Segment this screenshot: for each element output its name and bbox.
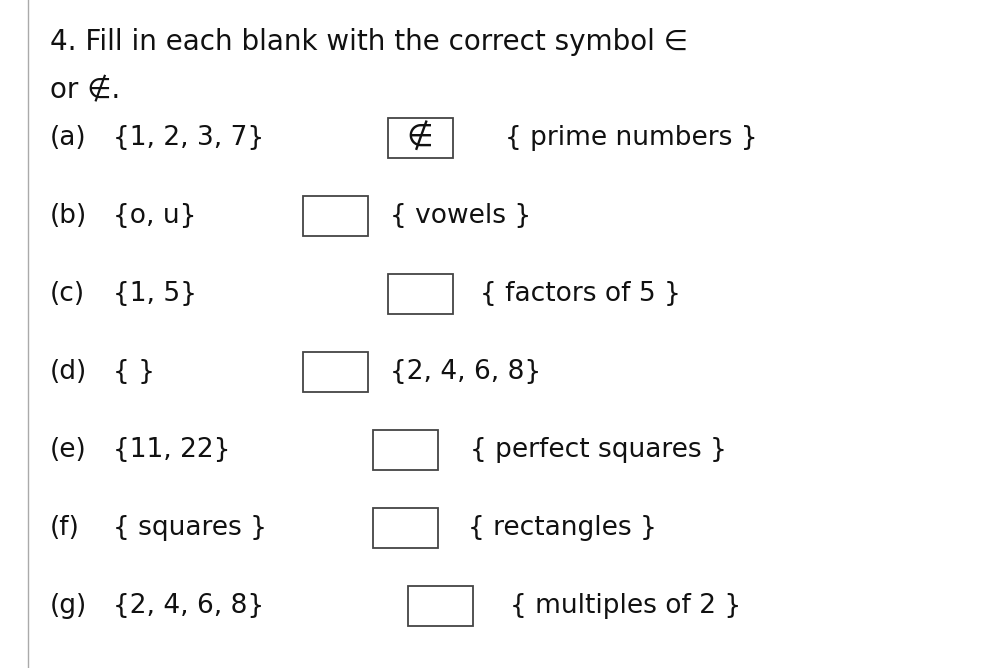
Text: {11, 22}: {11, 22} <box>113 437 230 463</box>
Text: { factors of 5 }: { factors of 5 } <box>480 281 681 307</box>
Text: { rectangles }: { rectangles } <box>468 515 657 541</box>
Text: { prime numbers }: { prime numbers } <box>505 125 757 151</box>
Text: 4. Fill in each blank with the correct symbol ∈: 4. Fill in each blank with the correct s… <box>50 28 688 56</box>
Bar <box>387 274 452 314</box>
Text: { squares }: { squares } <box>113 515 267 541</box>
Text: or ∉.: or ∉. <box>50 76 120 104</box>
Text: (b): (b) <box>50 203 88 229</box>
Text: { }: { } <box>113 359 155 385</box>
Text: {2, 4, 6, 8}: {2, 4, 6, 8} <box>390 359 541 385</box>
Text: { vowels }: { vowels } <box>390 203 531 229</box>
Text: (e): (e) <box>50 437 87 463</box>
Text: {2, 4, 6, 8}: {2, 4, 6, 8} <box>113 593 264 619</box>
Text: {1, 5}: {1, 5} <box>113 281 197 307</box>
Bar <box>408 586 473 626</box>
Bar <box>372 508 437 548</box>
Text: (g): (g) <box>50 593 88 619</box>
Text: (f): (f) <box>50 515 80 541</box>
Text: (a): (a) <box>50 125 87 151</box>
Bar <box>302 196 367 236</box>
Bar <box>302 352 367 392</box>
Bar <box>372 430 437 470</box>
Text: { multiples of 2 }: { multiples of 2 } <box>510 593 741 619</box>
Text: ∉: ∉ <box>407 123 433 153</box>
Text: {o, u}: {o, u} <box>113 203 196 229</box>
Text: {1, 2, 3, 7}: {1, 2, 3, 7} <box>113 125 264 151</box>
Text: (c): (c) <box>50 281 85 307</box>
Text: (d): (d) <box>50 359 88 385</box>
Text: { perfect squares }: { perfect squares } <box>470 437 727 463</box>
Bar <box>387 118 452 158</box>
